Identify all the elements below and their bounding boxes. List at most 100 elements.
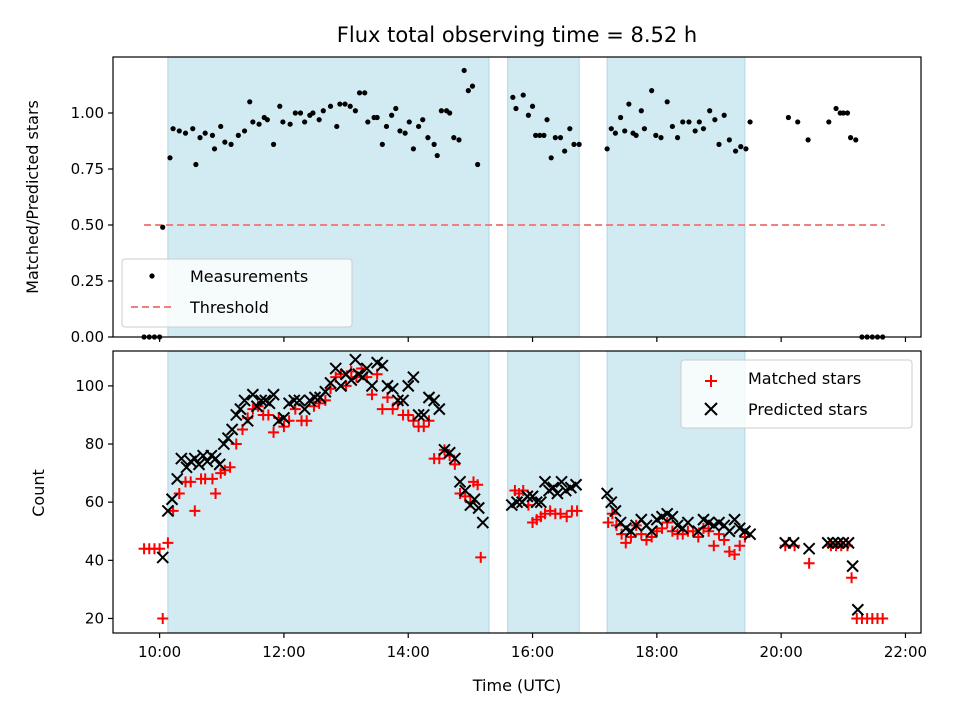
predicted-star-point: [448, 452, 462, 465]
measurement-point: [160, 224, 166, 230]
measurement-point: [785, 114, 792, 121]
x-axis-label: Time (UTC): [472, 676, 561, 695]
measurement-point: [302, 119, 308, 125]
measurement-point: [716, 141, 722, 147]
measurement-point: [218, 123, 224, 130]
predicted-star-point: [723, 525, 736, 538]
measurement-point: [256, 121, 262, 127]
predicted-star-point: [365, 379, 379, 393]
predicted-star-point: [402, 379, 415, 393]
measurement-point: [383, 123, 390, 130]
predicted-star-point: [396, 394, 410, 407]
legend-predicted-label: Predicted stars: [748, 400, 868, 419]
measurement-point: [447, 110, 453, 116]
predicted-star-point: [171, 472, 184, 486]
measurement-point: [633, 132, 639, 138]
measurement-point: [469, 83, 476, 89]
predicted-star-point: [826, 536, 840, 550]
measurement-point: [658, 135, 664, 141]
predicted-star-point: [476, 516, 490, 529]
predicted-star-point: [846, 559, 859, 573]
matched-star-point: [189, 505, 201, 517]
measurement-point: [270, 141, 277, 147]
shaded-band: [606, 56, 746, 338]
predicted-star-point: [298, 402, 311, 416]
matched-star-point: [224, 461, 236, 473]
y-axis-ticks: 20 40 60 80 100: [75, 377, 113, 627]
predicted-star-point: [376, 359, 389, 372]
matched-star-point: [729, 549, 741, 561]
predicted-star-point: [605, 495, 618, 509]
measurement-point: [726, 137, 732, 143]
predicted-star-point: [609, 504, 622, 518]
measurement-point: [686, 119, 692, 125]
measurement-point: [576, 141, 582, 147]
x-tick-label: 10:00: [138, 643, 181, 661]
y-tick-label: 40: [85, 551, 104, 569]
y-tick-label: 100: [75, 377, 104, 395]
measurement-point: [320, 108, 326, 114]
predicted-stars-series: [156, 353, 865, 616]
measurement-point: [365, 119, 371, 125]
measurement-point: [420, 117, 426, 123]
measurement-point: [622, 128, 628, 134]
measurement-point: [292, 110, 298, 116]
measurement-point: [316, 117, 322, 123]
measurement-point: [732, 148, 739, 154]
predicted-star-point: [530, 495, 543, 509]
legend-threshold-label: Threshold: [189, 298, 269, 317]
predicted-star-point: [165, 493, 179, 506]
matched-star-point: [692, 531, 704, 543]
x-tick-label: 22:00: [884, 643, 927, 661]
predicted-star-point: [161, 504, 175, 518]
matched-star-point: [472, 479, 484, 491]
measurement-point: [544, 117, 550, 123]
matched-star-point: [210, 487, 222, 499]
predicted-star-point: [241, 414, 254, 427]
predicted-star-point: [666, 510, 679, 523]
measurement-point: [337, 101, 343, 107]
measurement-point: [438, 108, 444, 114]
y-tick-label: 60: [85, 493, 104, 511]
predicted-star-point: [324, 376, 337, 390]
matched-star-point: [846, 572, 858, 584]
x-tick-label: 12:00: [262, 643, 305, 661]
x-axis-ticks: 10:00 12:00 14:00 16:00 18:00 20:00 22:00: [138, 633, 927, 661]
measurement-point: [197, 135, 203, 141]
measurement-point: [342, 101, 348, 107]
measurement-point: [747, 119, 753, 125]
predicted-star-point: [842, 536, 855, 550]
measurement-point: [853, 137, 859, 143]
y-tick-label: 0.00: [71, 328, 104, 346]
x-tick-label: 18:00: [635, 643, 678, 661]
y-axis-label: Count: [29, 469, 48, 517]
predicted-star-point: [453, 475, 467, 489]
y-tick-label: 20: [85, 609, 104, 627]
matched-star-point: [301, 415, 313, 427]
measurement-point: [712, 117, 718, 123]
measurement-point: [520, 92, 526, 98]
matched-star-point: [561, 511, 573, 523]
measurement-point: [700, 126, 707, 132]
measurement-point: [374, 114, 380, 121]
predicted-star-point: [412, 408, 425, 422]
measurement-point: [641, 126, 648, 132]
measurement-point: [653, 132, 659, 138]
chart-title: Flux total observing time = 8.52 h: [337, 23, 697, 47]
predicted-star-point: [555, 475, 568, 489]
legend-matched-marker: [705, 375, 717, 387]
measurement-point: [529, 103, 536, 109]
measurement-point: [738, 144, 744, 150]
measurement-point: [743, 146, 749, 152]
legend: Matched stars Predicted stars: [680, 359, 913, 429]
measurement-point: [287, 121, 293, 127]
matched-star-point: [616, 528, 628, 540]
measurement-point: [241, 128, 248, 134]
predicted-star-point: [743, 527, 757, 541]
predicted-star-point: [329, 362, 342, 375]
measurement-point: [415, 123, 422, 130]
predicted-star-point: [787, 536, 800, 550]
predicted-star-point: [254, 394, 268, 407]
matched-star-point: [262, 409, 274, 421]
matched-star-point: [268, 426, 280, 438]
